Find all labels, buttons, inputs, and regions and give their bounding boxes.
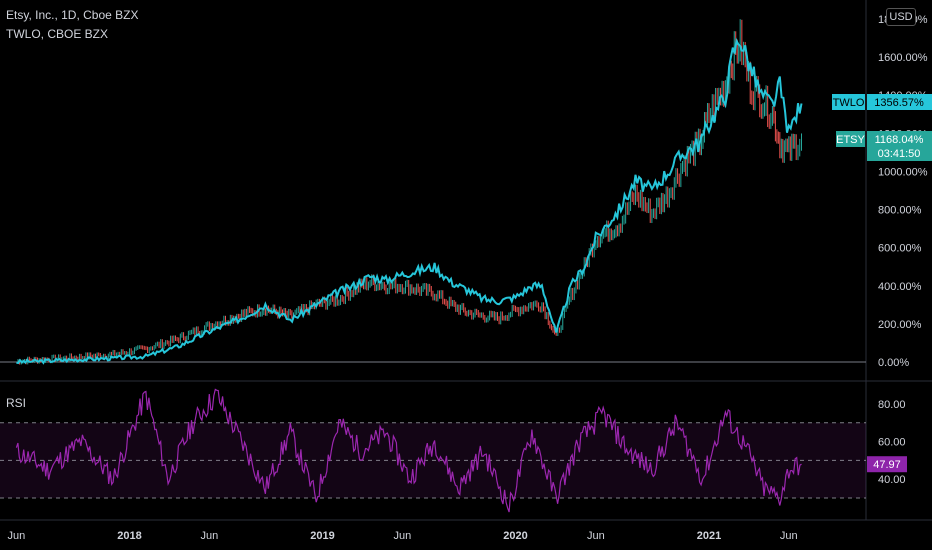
etsy-value-tag bbox=[867, 131, 932, 161]
time-tick-label: 2019 bbox=[310, 530, 334, 542]
price-tick-label: 200.00% bbox=[878, 319, 922, 331]
etsy-name-label: ETSY bbox=[836, 134, 865, 146]
etsy-price-badge: ETSY 1168.04% 03:41:50 bbox=[836, 131, 932, 161]
compare-legend[interactable]: TWLO, CBOE BZX bbox=[6, 27, 109, 41]
time-tick-label: 2020 bbox=[503, 530, 527, 542]
twlo-line bbox=[16, 37, 803, 365]
etsy-series bbox=[17, 19, 802, 365]
time-tick-label: Jun bbox=[587, 530, 605, 542]
time-tick-label: Jun bbox=[200, 530, 218, 542]
time-tick-label: Jun bbox=[8, 530, 26, 542]
price-badges: TWLO 1356.57% ETSY 1168.04% 03:41:50 47.97 bbox=[832, 94, 932, 473]
price-tick-label: 400.00% bbox=[878, 281, 922, 293]
main-legend[interactable]: Etsy, Inc., 1D, Cboe BZX bbox=[6, 8, 139, 22]
rsi-tick-label: 40.00 bbox=[878, 474, 906, 486]
twlo-value-tag bbox=[867, 94, 932, 110]
series-layer bbox=[15, 19, 803, 513]
twlo-price-badge: TWLO 1356.57% bbox=[832, 94, 932, 110]
rsi-tick-label: 60.00 bbox=[878, 437, 906, 449]
etsy-name-tag bbox=[836, 131, 865, 147]
currency-button[interactable]: USD bbox=[886, 8, 916, 26]
rsi-value-tag bbox=[867, 456, 907, 473]
rsi-line bbox=[15, 388, 802, 513]
rsi-axis: 80.00 60.00 40.00 bbox=[878, 399, 906, 486]
main-price-pane bbox=[0, 0, 932, 521]
twlo-value-label: 1356.57% bbox=[874, 97, 924, 109]
etsy-value-label: 1168.04% bbox=[875, 134, 924, 146]
time-axis: Jun 2018 Jun 2019 Jun 2020 Jun 2021 Jun bbox=[8, 530, 798, 542]
price-tick-label: 1000.00% bbox=[878, 166, 928, 178]
twlo-name-tag bbox=[832, 94, 865, 110]
etsy-countdown-label: 03:41:50 bbox=[878, 148, 921, 160]
rsi-value-badge: 47.97 bbox=[867, 456, 907, 473]
price-axis: 1800.00%1600.00%1400.00%1200.00%1000.00%… bbox=[878, 14, 928, 369]
time-tick-label: Jun bbox=[780, 530, 798, 542]
price-tick-label: 0.00% bbox=[878, 357, 909, 369]
rsi-tick-label: 80.00 bbox=[878, 399, 906, 411]
time-tick-label: 2018 bbox=[117, 530, 141, 542]
time-tick-label: Jun bbox=[393, 530, 411, 542]
price-tick-label: 1600.00% bbox=[878, 52, 928, 64]
price-tick-label: 600.00% bbox=[878, 243, 922, 255]
rsi-pane bbox=[0, 422, 866, 499]
twlo-name-label: TWLO bbox=[833, 97, 865, 109]
time-tick-label: 2021 bbox=[697, 530, 721, 542]
price-tick-label: 800.00% bbox=[878, 205, 922, 217]
rsi-value-label: 47.97 bbox=[873, 459, 901, 471]
rsi-legend[interactable]: RSI bbox=[6, 396, 27, 410]
